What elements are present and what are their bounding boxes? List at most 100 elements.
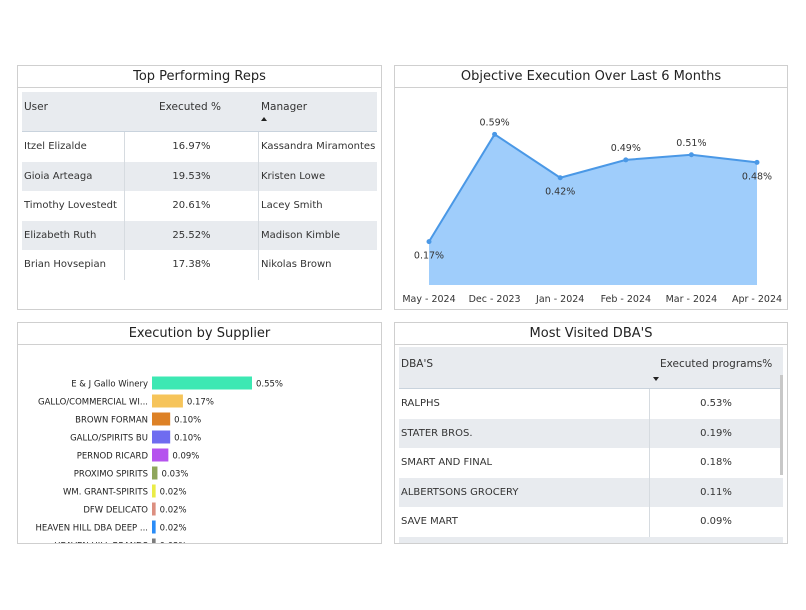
table-row[interactable]: STATER BROS. 0.19% [399, 418, 783, 449]
rep-executed: 17.38% [172, 259, 211, 271]
table-row[interactable]: ALBERTSONS GROCERY 0.11% [399, 477, 783, 508]
data-point[interactable] [623, 157, 629, 163]
data-point[interactable] [754, 159, 760, 165]
rep-user: Brian Hovsepian [24, 259, 106, 271]
most-visited-dba-title: Most Visited DBA'S [395, 323, 787, 345]
rep-executed: 16.97% [172, 141, 211, 152]
dba-name: RALPHS [401, 398, 440, 409]
rep-user: Timothy Lovestedt [24, 200, 117, 212]
column-divider [258, 132, 259, 162]
sort-ascending-icon[interactable] [261, 117, 267, 121]
data-point[interactable] [426, 239, 432, 245]
data-label: 0.49% [611, 143, 641, 154]
column-divider [649, 477, 650, 508]
top-performing-reps-panel: Top Performing Reps User Executed % Mana… [17, 65, 382, 310]
data-point[interactable] [557, 175, 563, 181]
table-row[interactable]: Gioia Arteaga 19.53% Kristen Lowe [22, 161, 377, 192]
category-label: HEAVEN HILL BRANDS [54, 542, 148, 544]
rep-manager: Kristen Lowe [261, 170, 326, 182]
dba-name: SMART AND FINAL [401, 457, 493, 469]
dba-executed: 0.11% [700, 486, 732, 498]
data-label: 0.48% [742, 171, 772, 182]
dba-table: DBA'S Executed programs% RALPHS 0.53% STAT… [399, 347, 783, 543]
data-label: 0.02% [160, 524, 187, 534]
dba-executed: 0.18% [700, 457, 732, 469]
objective-execution-chart: 0.17% May - 2024 0.59% Dec - 2023 0.42% Jan -… [402, 117, 782, 305]
table-row[interactable]: Timothy Lovestedt 20.61% Lacey Smith [22, 191, 377, 221]
column-divider [258, 191, 259, 221]
table-row[interactable]: RALPHS 0.53% [399, 389, 783, 419]
column-divider [258, 161, 259, 192]
data-label: 0.10% [174, 434, 201, 444]
area-fill [429, 134, 757, 285]
table-row[interactable]: SMART AND FINAL 0.18% [399, 448, 783, 478]
data-label: 0.42% [545, 187, 575, 198]
rep-executed: 25.52% [172, 229, 211, 241]
category-label: WM. GRANT-SPIRITS [63, 488, 148, 498]
supplier-bar[interactable] [152, 502, 156, 516]
data-label: 0.02% [160, 542, 187, 544]
column-divider [124, 191, 125, 221]
column-header-executed-programs[interactable]: Executed programs% [660, 358, 773, 370]
execution-by-supplier-title: Execution by Supplier [18, 323, 381, 345]
table-row[interactable]: Elizabeth Ruth 25.52% Madison Kimble [22, 220, 377, 251]
rep-manager: Kassandra Miramontes [261, 141, 376, 152]
table-row[interactable]: SAVE MART 0.09% [399, 507, 783, 537]
rep-manager: Lacey Smith [261, 200, 323, 212]
column-header-manager[interactable]: Manager [261, 101, 308, 113]
data-label: 0.09% [172, 452, 199, 462]
x-tick-label: Mar - 2024 [666, 294, 718, 305]
top-performing-reps-title: Top Performing Reps [18, 66, 381, 88]
data-label: 0.17% [187, 398, 214, 408]
category-label: PERNOD RICARD [77, 452, 149, 462]
category-label: PROXIMO SPIRITS [74, 470, 148, 480]
column-header-dba[interactable]: DBA'S [401, 358, 434, 370]
rep-executed: 20.61% [172, 200, 211, 212]
table-row[interactable]: Itzel Elizalde 16.97% Kassandra Miramontes [22, 132, 377, 162]
category-label: E & J Gallo Winery [71, 380, 148, 390]
column-header-executed[interactable]: Executed % [159, 101, 221, 113]
x-tick-label: May - 2024 [402, 294, 455, 305]
column-divider [124, 250, 125, 280]
category-label: GALLO/COMMERCIAL WI... [38, 398, 148, 408]
data-point[interactable] [688, 152, 694, 158]
column-header-user[interactable]: User [24, 101, 48, 113]
supplier-bar[interactable] [152, 538, 156, 544]
category-label: HEAVEN HILL DBA DEEP ... [36, 524, 148, 534]
supplier-bar[interactable] [152, 466, 158, 480]
supplier-bar[interactable] [152, 520, 156, 534]
category-label: DFW DELICATO [83, 506, 148, 516]
data-label: 0.10% [174, 416, 201, 426]
column-divider [124, 161, 125, 192]
rep-user: Itzel Elizalde [24, 141, 87, 152]
data-point[interactable] [492, 131, 498, 137]
data-label: 0.59% [480, 117, 510, 128]
x-tick-label: Feb - 2024 [601, 294, 651, 305]
dba-table-scrollbar[interactable] [780, 375, 783, 475]
column-divider [649, 507, 650, 537]
dba-executed: 0.19% [700, 427, 732, 439]
supplier-bar-chart: E & J Gallo Winery 0.55% GALLO/COMMERCIAL … [36, 376, 283, 544]
column-divider [258, 250, 259, 280]
sort-descending-icon[interactable] [653, 377, 659, 381]
supplier-bar[interactable] [152, 448, 169, 462]
series-line [428, 132, 758, 243]
table-row[interactable]: Brian Hovsepian 17.38% Nikolas Brown [22, 250, 377, 280]
dba-name: STATER BROS. [401, 427, 473, 439]
supplier-bar[interactable] [152, 376, 252, 390]
dba-executed: 0.53% [700, 398, 732, 409]
supplier-bar[interactable] [152, 430, 171, 444]
column-divider [649, 389, 650, 419]
x-tick-label: Apr - 2024 [732, 294, 782, 305]
dba-table-body: RALPHS 0.53% STATER BROS. 0.19% SMART AND FI… [399, 389, 783, 543]
supplier-bar[interactable] [152, 484, 156, 498]
table-row-partial [399, 536, 783, 543]
reps-table: User Executed % Manager Itzel Elizalde 16… [22, 92, 377, 282]
supplier-bar[interactable] [152, 394, 183, 408]
supplier-bar[interactable] [152, 412, 171, 426]
x-tick-label: Dec - 2023 [469, 294, 521, 305]
data-label: 0.55% [256, 380, 283, 390]
column-divider [124, 220, 125, 251]
category-label: GALLO/SPIRITS BU [70, 434, 148, 444]
dba-name: SAVE MART [401, 516, 458, 528]
